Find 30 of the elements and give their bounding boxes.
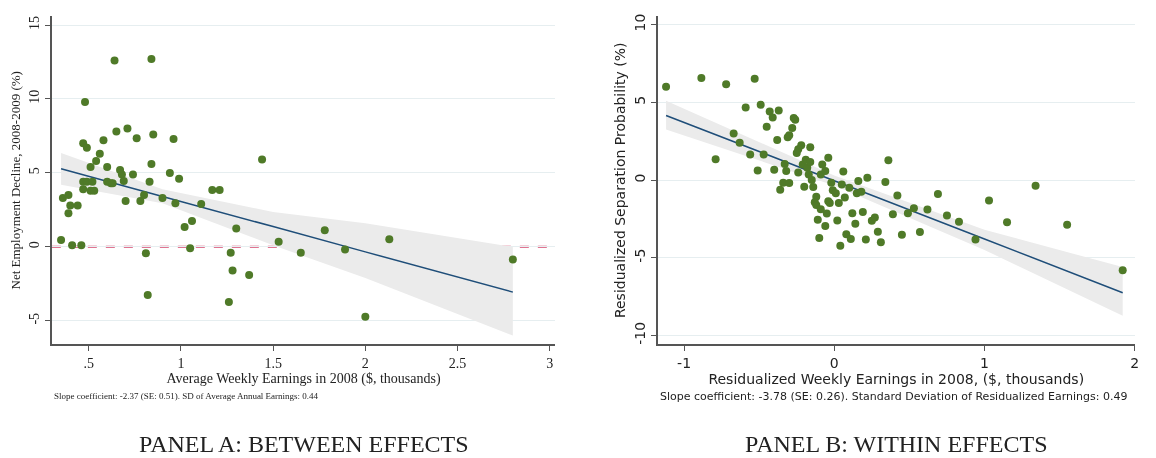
x-tick-label: .5 [83, 356, 94, 372]
y-tick-label: 15 [27, 15, 43, 30]
text: PANEL B: WITHIN EFFECTS [745, 431, 1048, 457]
text: Slope coefficient: -2.37 (SE: 0.51). SD of Average Annual Earnings: 0.44 [54, 391, 319, 401]
x-tick-label: 1.5 [264, 356, 282, 372]
x-tick-label: 1 [980, 355, 989, 372]
x-tick-label: 0 [829, 355, 839, 372]
y-tick-label: 5 [27, 167, 43, 175]
x-tick-label: 3 [546, 356, 554, 372]
line-series [665, 114, 1124, 294]
line-series [60, 168, 514, 293]
y-tick-label: 10 [632, 13, 649, 32]
y-tick-label: 10 [27, 89, 43, 104]
x-tick-label: 1 [177, 356, 185, 372]
y-axis-title: Residualized Separation Probability (%) [611, 42, 628, 319]
y-tick-label: 0 [632, 173, 649, 183]
x-tick-label: -1 [677, 355, 692, 372]
x-tick-label: 2 [1130, 355, 1140, 372]
x-axis-title: Residualized Weekly Earnings in 2008, ($, thousands) [708, 371, 1085, 388]
text: Slope coefficient: -3.78 (SE: 0.26). Standard Deviation of Residualized Earnings: 0.49 [660, 390, 1128, 403]
x-axis-title: Average Weekly Earnings in 2008 ($, thousands) [166, 371, 441, 388]
y-tick-label: 5 [632, 95, 649, 105]
x-tick-label: 2 [361, 356, 369, 372]
y-tick-label: -5 [27, 312, 43, 325]
y-tick-label: 0 [27, 241, 43, 249]
text: PANEL A: BETWEEN EFFECTS [139, 431, 469, 457]
x-tick-label: 2.5 [448, 356, 467, 372]
y-axis-title: Net Employment Decline, 2008-2009 (%) [7, 71, 23, 290]
y-tick-label: -10 [632, 321, 649, 345]
y-tick-label: -5 [632, 248, 649, 263]
